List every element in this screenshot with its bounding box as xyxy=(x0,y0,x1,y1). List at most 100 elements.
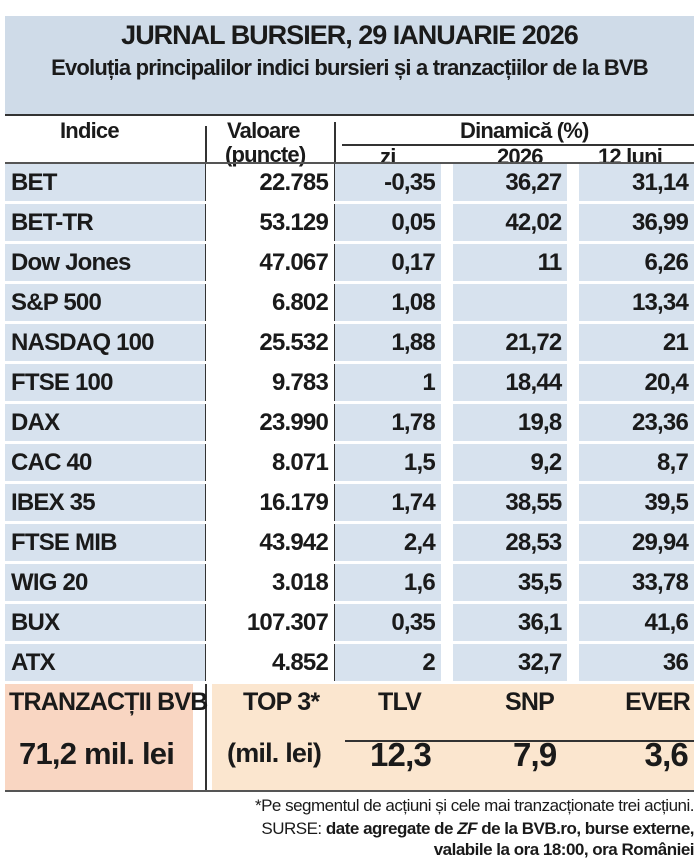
spacer xyxy=(567,163,580,204)
top2-name: SNP xyxy=(505,688,555,716)
change-day: 1 xyxy=(334,362,441,404)
index-value: 6.802 xyxy=(205,282,335,324)
index-value: 8.071 xyxy=(205,442,335,484)
index-name: CAC 40 xyxy=(5,442,206,484)
top3-unit: (mil. lei) xyxy=(227,738,322,768)
table-row: CAC 40 8.071 1,5 9,2 8,7 xyxy=(5,442,694,484)
page-title: JURNAL BURSIER, 29 IANUARIE 2026 xyxy=(121,20,579,50)
spacer xyxy=(567,402,580,444)
change-day: 1,88 xyxy=(334,322,441,364)
bvb-transactions: TRANZACȚII BVB 71,2 mil. lei TOP 3* (mil… xyxy=(5,684,694,792)
spacer xyxy=(567,282,580,324)
table-row: DAX 23.990 1,78 19,8 23,36 xyxy=(5,402,694,444)
spacer xyxy=(440,242,453,284)
table-row: IBEX 35 16.179 1,74 38,55 39,5 xyxy=(5,482,694,524)
source-line-1: SURSE: date agregate de ZF de la BVB.ro,… xyxy=(261,819,694,839)
index-value: 107.307 xyxy=(205,602,335,644)
index-name: FTSE 100 xyxy=(5,362,206,404)
index-name: BET xyxy=(5,163,206,204)
change-12m: 41,6 xyxy=(579,602,694,644)
spacer xyxy=(567,322,580,364)
change-ytd: 28,53 xyxy=(452,522,568,564)
top3-label: TOP 3* xyxy=(243,688,320,716)
change-day: 0,05 xyxy=(334,202,441,244)
source-zf: ZF xyxy=(457,819,478,838)
bvb-label: TRANZACȚII BVB xyxy=(9,688,208,716)
top2-value: 7,9 xyxy=(513,736,557,773)
spacer xyxy=(440,163,453,204)
spacer xyxy=(440,282,453,324)
spacer xyxy=(440,362,453,404)
index-name: ATX xyxy=(5,642,206,684)
index-value: 25.532 xyxy=(205,322,335,364)
index-name: DAX xyxy=(5,402,206,444)
change-day: 0,35 xyxy=(334,602,441,644)
spacer xyxy=(567,562,580,604)
indices-table: BET 22.785 -0,35 36,27 31,14 BET-TR 53.129 0,05… xyxy=(5,162,694,684)
change-12m: 20,4 xyxy=(579,362,694,404)
change-ytd: 21,72 xyxy=(452,322,568,364)
index-value: 3.018 xyxy=(205,562,335,604)
header-valoare: Valoare xyxy=(227,118,300,143)
spacer xyxy=(567,202,580,244)
table-row: FTSE MIB 43.942 2,4 28,53 29,94 xyxy=(5,522,694,564)
table-row: WIG 20 3.018 1,6 35,5 33,78 xyxy=(5,562,694,604)
index-value: 9.783 xyxy=(205,362,335,404)
change-12m: 39,5 xyxy=(579,482,694,524)
change-ytd: 42,02 xyxy=(452,202,568,244)
change-day: 1,74 xyxy=(334,482,441,524)
change-12m: 36 xyxy=(579,642,694,684)
spacer xyxy=(567,602,580,644)
change-12m: 21 xyxy=(579,322,694,364)
spacer xyxy=(440,642,453,684)
index-value: 4.852 xyxy=(205,642,335,684)
spacer xyxy=(567,482,580,524)
index-value: 23.990 xyxy=(205,402,335,444)
spacer xyxy=(440,322,453,364)
table-row: S&P 500 6.802 1,08 13,34 xyxy=(5,282,694,324)
source-text-1: date agregate de xyxy=(325,819,454,838)
top1-value: 12,3 xyxy=(370,736,432,773)
change-12m: 8,7 xyxy=(579,442,694,484)
change-ytd: 36,27 xyxy=(452,163,568,204)
table-row: BUX 107.307 0,35 36,1 41,6 xyxy=(5,602,694,644)
index-name: NASDAQ 100 xyxy=(5,322,206,364)
change-ytd: 38,55 xyxy=(452,482,568,524)
page-subtitle: Evoluția principalilor indici bursieri ș… xyxy=(51,55,649,80)
change-day: 1,6 xyxy=(334,562,441,604)
change-day: 2,4 xyxy=(334,522,441,564)
change-ytd: 9,2 xyxy=(452,442,568,484)
change-12m: 6,26 xyxy=(579,242,694,284)
table-header: Indice Valoare (puncte) Dinamică (%) zi … xyxy=(5,118,694,169)
change-12m: 31,14 xyxy=(579,163,694,204)
title-band: JURNAL BURSIER, 29 IANUARIE 2026 Evoluți… xyxy=(5,16,694,116)
index-name: BET-TR xyxy=(5,202,206,244)
header-dinamica: Dinamică (%) xyxy=(460,118,589,143)
change-ytd: 19,8 xyxy=(452,402,568,444)
change-ytd: 36,1 xyxy=(452,602,568,644)
index-name: BUX xyxy=(5,602,206,644)
index-value: 47.067 xyxy=(205,242,335,284)
change-ytd: 11 xyxy=(452,242,568,284)
change-day: -0,35 xyxy=(334,163,441,204)
top1-name: TLV xyxy=(378,688,422,716)
footnote: *Pe segmentul de acțiuni și cele mai tra… xyxy=(254,796,695,815)
change-12m: 13,34 xyxy=(579,282,694,324)
index-name: FTSE MIB xyxy=(5,522,206,564)
table-row: FTSE 100 9.783 1 18,44 20,4 xyxy=(5,362,694,404)
spacer xyxy=(567,522,580,564)
change-ytd xyxy=(452,282,568,324)
bvb-total: 71,2 mil. lei xyxy=(19,736,175,771)
top3-name: EVER xyxy=(625,688,691,716)
change-day: 2 xyxy=(334,642,441,684)
table-row: ATX 4.852 2 32,7 36 xyxy=(5,642,694,684)
top3-value: 3,6 xyxy=(644,736,689,773)
spacer xyxy=(440,562,453,604)
index-name: S&P 500 xyxy=(5,282,206,324)
spacer xyxy=(567,442,580,484)
index-value: 43.942 xyxy=(205,522,335,564)
index-name: WIG 20 xyxy=(5,562,206,604)
index-value: 16.179 xyxy=(205,482,335,524)
spacer xyxy=(567,642,580,684)
change-12m: 36,99 xyxy=(579,202,694,244)
